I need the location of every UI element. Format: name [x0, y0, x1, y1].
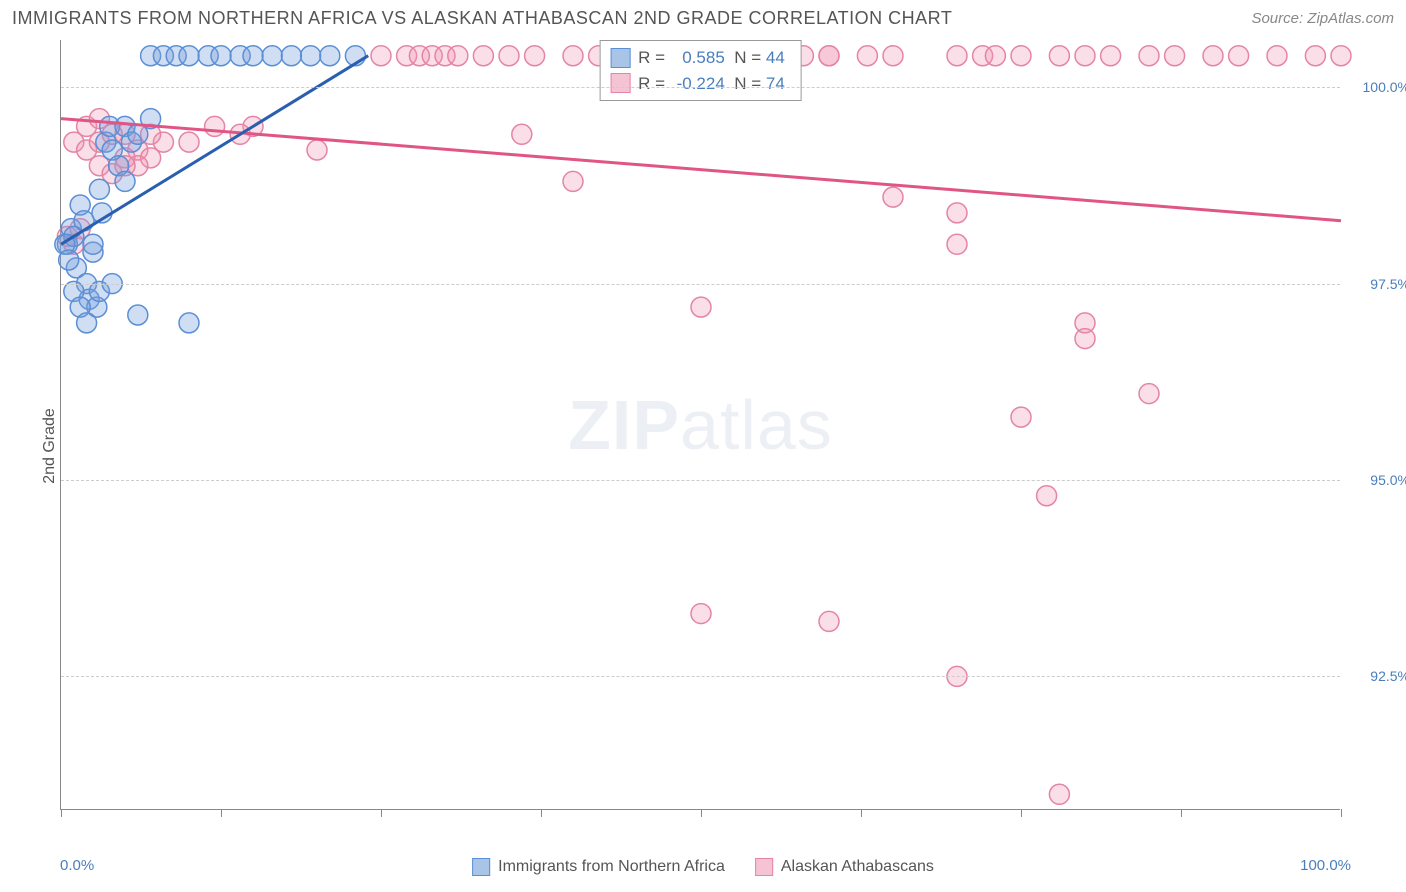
data-point — [512, 124, 532, 144]
data-point — [947, 203, 967, 223]
legend-swatch-icon — [755, 858, 773, 876]
data-point — [301, 46, 321, 66]
x-axis-min-label: 0.0% — [60, 857, 94, 874]
y-tick-label: 95.0% — [1350, 472, 1406, 488]
data-point — [857, 46, 877, 66]
x-tick — [221, 809, 222, 817]
data-point — [499, 46, 519, 66]
legend-swatch-icon — [610, 48, 630, 68]
legend-item: Alaskan Athabascans — [755, 858, 934, 876]
data-point — [83, 234, 103, 254]
data-point — [1165, 46, 1185, 66]
data-point — [1011, 407, 1031, 427]
x-tick — [541, 809, 542, 817]
data-point — [691, 604, 711, 624]
legend-swatch-icon — [610, 73, 630, 93]
data-point — [205, 116, 225, 136]
data-point — [1229, 46, 1249, 66]
x-tick — [1341, 809, 1342, 817]
data-point — [1305, 46, 1325, 66]
data-point — [563, 46, 583, 66]
legend-item: Immigrants from Northern Africa — [472, 858, 725, 876]
stats-legend-box: R = 0.585 N = 44R = -0.224 N = 74 — [599, 40, 802, 101]
gridline-h — [61, 87, 1340, 88]
data-point — [262, 46, 282, 66]
gridline-h — [61, 480, 1340, 481]
data-point — [691, 297, 711, 317]
data-point — [1011, 46, 1031, 66]
x-axis-max-label: 100.0% — [1300, 857, 1351, 874]
data-point — [985, 46, 1005, 66]
data-point — [1139, 46, 1159, 66]
data-point — [947, 234, 967, 254]
data-point — [1075, 329, 1095, 349]
data-point — [1037, 486, 1057, 506]
data-point — [307, 140, 327, 160]
source-attribution: Source: ZipAtlas.com — [1251, 10, 1394, 27]
x-tick — [381, 809, 382, 817]
data-point — [179, 132, 199, 152]
data-point — [473, 46, 493, 66]
data-point — [1049, 46, 1069, 66]
data-point — [1101, 46, 1121, 66]
data-point — [371, 46, 391, 66]
data-point — [59, 250, 79, 270]
data-point — [1139, 384, 1159, 404]
legend-swatch-icon — [472, 858, 490, 876]
data-point — [243, 46, 263, 66]
data-point — [947, 46, 967, 66]
x-tick — [861, 809, 862, 817]
y-tick-label: 100.0% — [1350, 79, 1406, 95]
stats-text: R = 0.585 N = 44 — [638, 45, 791, 71]
y-tick-label: 92.5% — [1350, 668, 1406, 684]
data-point — [883, 187, 903, 207]
data-point — [77, 313, 97, 333]
legend-label: Immigrants from Northern Africa — [498, 858, 725, 876]
data-point — [1075, 46, 1095, 66]
data-point — [211, 46, 231, 66]
x-tick — [1181, 809, 1182, 817]
data-point — [1331, 46, 1351, 66]
data-point — [179, 46, 199, 66]
data-point — [320, 46, 340, 66]
stats-text: R = -0.224 N = 74 — [638, 71, 791, 97]
data-point — [883, 46, 903, 66]
regression-line — [61, 119, 1341, 221]
data-point — [819, 611, 839, 631]
stats-row: R = 0.585 N = 44 — [610, 45, 791, 71]
data-point — [179, 313, 199, 333]
data-point — [89, 179, 109, 199]
data-point — [115, 171, 135, 191]
scatter-svg — [61, 40, 1340, 809]
data-point — [563, 171, 583, 191]
gridline-h — [61, 284, 1340, 285]
data-point — [281, 46, 301, 66]
y-tick-label: 97.5% — [1350, 276, 1406, 292]
data-point — [525, 46, 545, 66]
data-point — [128, 305, 148, 325]
data-point — [74, 211, 94, 231]
y-axis-label: 2nd Grade — [41, 408, 59, 484]
bottom-legend: Immigrants from Northern Africa Alaskan A… — [472, 858, 934, 876]
data-point — [1267, 46, 1287, 66]
legend-label: Alaskan Athabascans — [781, 858, 934, 876]
stats-row: R = -0.224 N = 74 — [610, 71, 791, 97]
data-point — [1049, 784, 1069, 804]
gridline-h — [61, 676, 1340, 677]
data-point — [448, 46, 468, 66]
x-tick — [61, 809, 62, 817]
x-tick — [701, 809, 702, 817]
chart-plot-area: ZIPatlas R = 0.585 N = 44R = -0.224 N = … — [60, 40, 1340, 810]
x-tick — [1021, 809, 1022, 817]
chart-title: IMMIGRANTS FROM NORTHERN AFRICA VS ALASK… — [12, 8, 952, 29]
data-point — [819, 46, 839, 66]
data-point — [1203, 46, 1223, 66]
